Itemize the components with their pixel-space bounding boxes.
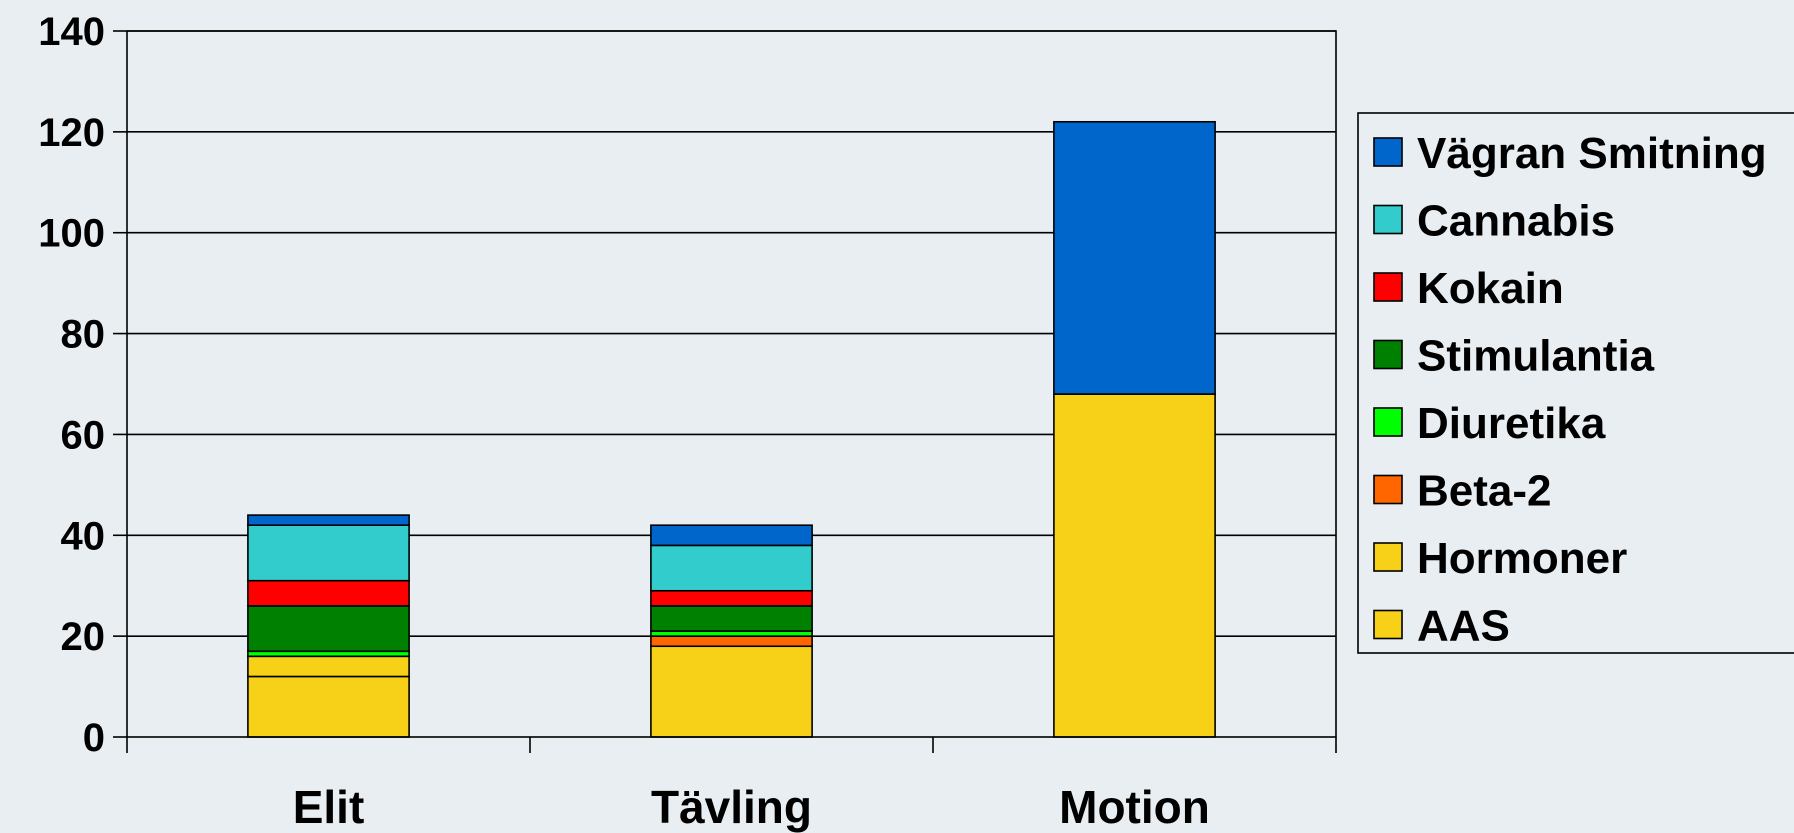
bar-segment bbox=[247, 605, 410, 653]
legend-box bbox=[1357, 112, 1794, 654]
legend-swatch bbox=[1373, 407, 1403, 437]
bar-segment bbox=[650, 605, 813, 632]
legend-label: AAS bbox=[1417, 602, 1510, 651]
y-tick-label: 100 bbox=[38, 212, 105, 256]
legend-swatch bbox=[1373, 609, 1403, 640]
legend-label: Beta-2 bbox=[1417, 467, 1552, 516]
x-axis-category-labels: Elit Tävling Motion bbox=[293, 781, 1210, 833]
plot-frame bbox=[126, 30, 1337, 738]
bar-segment bbox=[247, 675, 410, 738]
x-category-label: Tävling bbox=[651, 781, 812, 833]
bar-segment bbox=[247, 524, 410, 582]
y-tick-label: 140 bbox=[38, 10, 105, 54]
bar-segment bbox=[650, 635, 813, 648]
legend-label: Hormoner bbox=[1417, 534, 1627, 583]
y-tick-label: 0 bbox=[83, 716, 105, 760]
bar-segment bbox=[650, 544, 813, 592]
bar-segment bbox=[247, 579, 410, 607]
legend-swatch bbox=[1373, 204, 1403, 235]
y-tick-label: 80 bbox=[61, 313, 106, 357]
legend-label: Kokain bbox=[1417, 264, 1564, 313]
legend-label: Vägran Smitning bbox=[1417, 129, 1767, 178]
legend-swatch bbox=[1373, 542, 1403, 572]
y-tick-label: 120 bbox=[38, 111, 105, 155]
x-category-label: Motion bbox=[1059, 781, 1210, 833]
bar-segment bbox=[247, 655, 410, 678]
legend-swatch bbox=[1373, 137, 1403, 167]
y-tick-label: 40 bbox=[61, 514, 106, 558]
bar-segment bbox=[1053, 120, 1216, 395]
x-category-label: Elit bbox=[293, 781, 365, 833]
bar-segment bbox=[650, 645, 813, 738]
legend-swatch bbox=[1373, 474, 1403, 505]
y-tick-label: 60 bbox=[61, 413, 106, 457]
bar-segment bbox=[650, 524, 813, 547]
y-tick-label: 20 bbox=[61, 615, 106, 659]
bar-segment bbox=[650, 589, 813, 607]
legend-swatch bbox=[1373, 272, 1403, 302]
y-axis-tick-labels: 0 20 40 60 80 100 120 140 bbox=[38, 10, 105, 760]
axes bbox=[113, 30, 1337, 753]
legend: Vägran Smitning Cannabis Kokain Stimulantia… bbox=[1357, 112, 1794, 654]
legend-swatch bbox=[1373, 339, 1403, 370]
legend-label: Stimulantia bbox=[1417, 332, 1655, 381]
bars bbox=[247, 120, 1216, 738]
legend-label: Cannabis bbox=[1417, 197, 1615, 246]
bar-segment bbox=[1053, 393, 1216, 738]
bar-segment bbox=[247, 514, 410, 526]
legend-label: Diuretika bbox=[1417, 399, 1606, 448]
